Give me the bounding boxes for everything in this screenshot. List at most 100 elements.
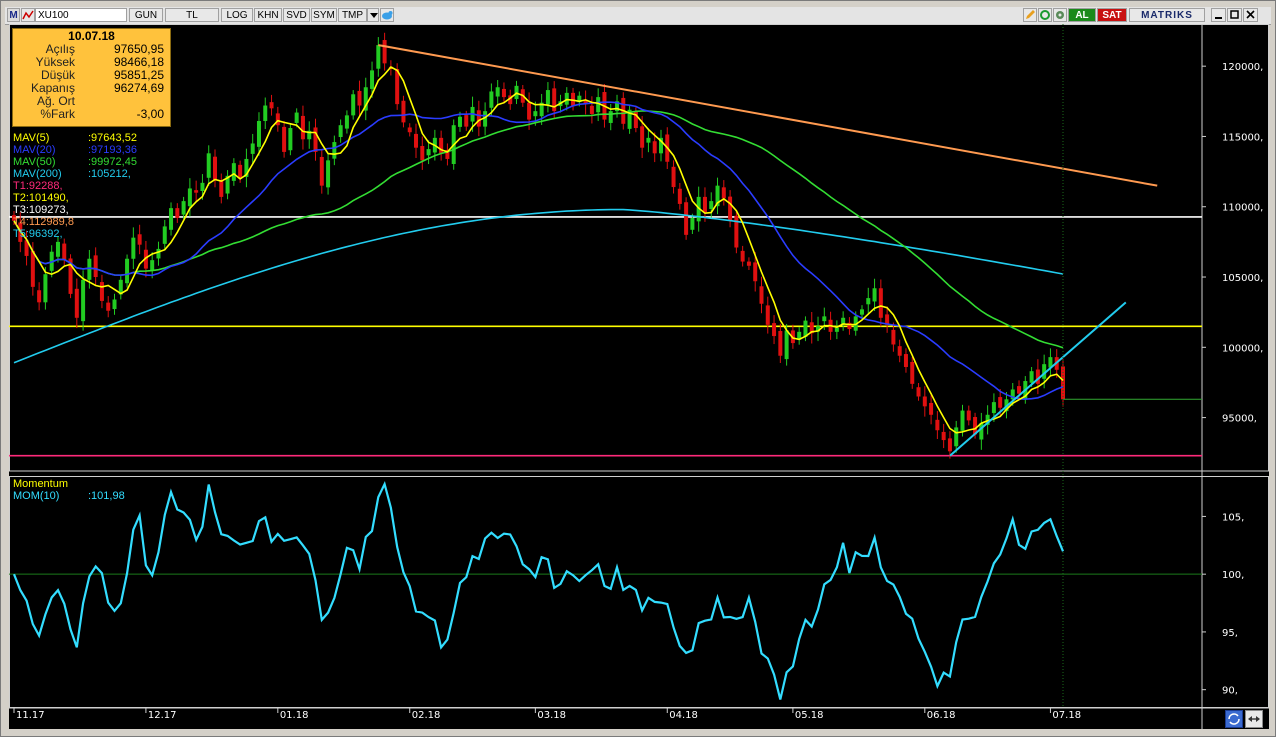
- arrows-icon: [1248, 716, 1260, 722]
- candle-body: [338, 125, 343, 138]
- date-tick-label: 07.18: [1052, 710, 1081, 721]
- svd-button[interactable]: SVD: [283, 8, 310, 22]
- indicator-legend: MAV(5):97643,52 MAV(20):97193,36 MAV(50):9…: [13, 132, 137, 240]
- info-row-open: Açılış 97650,95: [13, 43, 170, 56]
- sell-button[interactable]: SAT: [1097, 8, 1127, 22]
- mav200-line: [13, 208, 1064, 364]
- candle-body: [897, 346, 902, 356]
- symbol-input[interactable]: XU100: [35, 8, 127, 22]
- bird-icon: [382, 11, 393, 20]
- candle-body: [269, 102, 274, 109]
- candle-body: [501, 88, 506, 98]
- draw-tool-icon: [1026, 10, 1035, 19]
- log-button[interactable]: LOG: [221, 8, 253, 22]
- legend-name: MAV(200): [13, 168, 62, 180]
- dropdown-arrow-icon[interactable]: [367, 8, 379, 22]
- candle-body: [589, 105, 594, 114]
- period-select[interactable]: GUN: [129, 8, 163, 22]
- chart-type-icon[interactable]: [21, 8, 35, 22]
- legend-name: T1:92288,: [13, 180, 63, 192]
- candle-body: [684, 202, 689, 235]
- sync-button[interactable]: [1225, 710, 1243, 728]
- candle-body: [87, 258, 92, 280]
- candle-body: [885, 314, 890, 325]
- matriks-logo-button[interactable]: M: [7, 8, 20, 22]
- matriks-brand: MATRIKS: [1129, 8, 1205, 22]
- price-tick-label: 100000,: [1222, 343, 1263, 354]
- candle-body: [922, 396, 927, 407]
- candle-body: [533, 111, 538, 117]
- info-label: Kapanış: [30, 81, 75, 95]
- price-tick-label: 105000,: [1222, 273, 1263, 284]
- date-tick-label: 06.18: [927, 710, 956, 721]
- maximize-button[interactable]: [1227, 8, 1242, 22]
- currency-select[interactable]: TL: [165, 8, 219, 22]
- mav20-line: [13, 101, 1064, 401]
- candle-body: [765, 305, 770, 325]
- candle-body: [929, 402, 934, 415]
- candle-body: [225, 175, 230, 194]
- date-tick-label: 02.18: [412, 710, 441, 721]
- price-chart-svg[interactable]: 95000, 100000, 105000, 110000, 115000, 120000…: [9, 24, 1269, 729]
- candle-body: [288, 128, 293, 151]
- candle-body: [740, 250, 745, 262]
- candle-body: [847, 322, 852, 330]
- tmp-button[interactable]: TMP: [338, 8, 367, 22]
- sym-button[interactable]: SYM: [311, 8, 337, 22]
- candle-body: [878, 288, 883, 318]
- candle-body: [294, 112, 299, 123]
- candle-body: [112, 299, 117, 310]
- candle-body: [150, 260, 155, 271]
- legend-item: T1:92288,: [13, 180, 137, 192]
- candle-body: [1035, 369, 1040, 384]
- scale-button[interactable]: [1245, 710, 1263, 728]
- legend-name: MAV(50): [13, 156, 56, 168]
- price-tick-label: 95000,: [1222, 414, 1257, 425]
- candle-body: [263, 105, 268, 121]
- candle-body: [866, 298, 871, 305]
- pencil-icon[interactable]: [1023, 8, 1037, 22]
- candle-body: [156, 248, 161, 259]
- candle-body: [376, 45, 381, 69]
- candle-body: [979, 423, 984, 440]
- khn-button[interactable]: KHN: [254, 8, 282, 22]
- date-tick-label: 04.18: [669, 710, 698, 721]
- candle-body: [677, 188, 682, 204]
- momentum-tick-label: 95,: [1222, 628, 1238, 639]
- close-button[interactable]: [1243, 8, 1258, 22]
- candle-body: [658, 137, 663, 154]
- candle-body: [734, 215, 739, 248]
- candle-body: [68, 258, 73, 294]
- candle-body: [351, 94, 356, 116]
- info-row-low: Düşük 95851,25: [13, 69, 170, 82]
- candle-body: [1029, 371, 1034, 383]
- chart-area[interactable]: 95000, 100000, 105000, 110000, 115000, 120000…: [9, 24, 1269, 729]
- maximize-icon: [1230, 10, 1239, 19]
- twitter-icon[interactable]: [380, 8, 394, 22]
- legend-item: T4:112989,8: [13, 216, 137, 228]
- candle-body: [772, 323, 777, 337]
- refresh-icon[interactable]: [1038, 8, 1052, 22]
- legend-value: :105212,: [88, 168, 131, 180]
- gear-icon: [1056, 11, 1064, 19]
- candle-body: [954, 427, 959, 447]
- candle-body: [545, 90, 550, 105]
- main-panel-border: [9, 24, 1269, 472]
- candle-body: [615, 101, 620, 112]
- candle-body: [125, 258, 130, 284]
- close-icon: [1246, 10, 1255, 19]
- candle-body: [596, 97, 601, 113]
- settings-icon[interactable]: [1053, 8, 1067, 22]
- legend-item: MAV(200) :105212,: [13, 168, 137, 180]
- minimize-button[interactable]: [1211, 8, 1226, 22]
- trendline-t4: [378, 44, 1158, 187]
- candle-body: [219, 180, 224, 197]
- candle-body: [627, 109, 632, 129]
- candle-body: [275, 113, 280, 126]
- buy-button[interactable]: AL: [1068, 8, 1096, 22]
- candle-body: [633, 111, 638, 129]
- info-label: Ağ. Ort: [36, 94, 75, 108]
- candle-body: [55, 241, 60, 257]
- candle-body: [966, 410, 971, 421]
- candle-body: [407, 127, 412, 133]
